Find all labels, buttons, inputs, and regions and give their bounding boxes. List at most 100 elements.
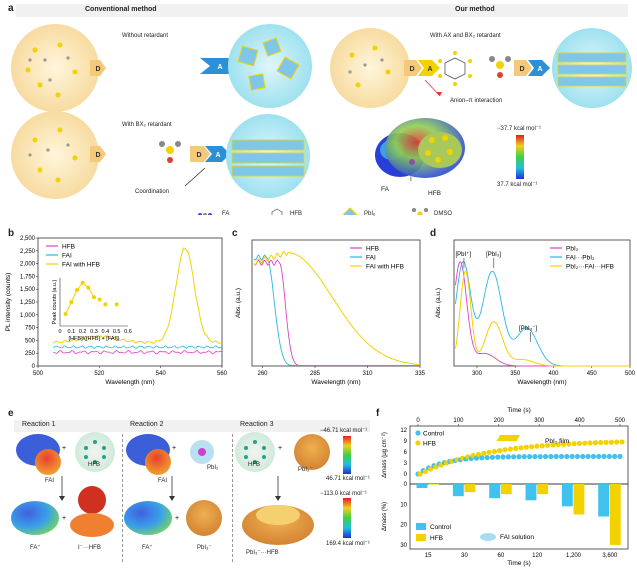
- panel-b-label: b: [8, 228, 15, 239]
- f-top-ytick: 9: [404, 439, 408, 445]
- f-hfb-point: [534, 443, 540, 449]
- b-xtick: 540: [156, 371, 167, 377]
- svg-text:+: +: [62, 445, 66, 452]
- c-series-fai-hfb: [253, 250, 421, 366]
- svg-text:D: D: [409, 66, 414, 73]
- svg-text:HFB: HFB: [428, 190, 441, 197]
- f-hfb-point: [422, 468, 428, 475]
- svg-text:+: +: [62, 515, 66, 522]
- f-bottom-ytick: 30: [400, 543, 407, 549]
- perovskite-sphere-1: [228, 24, 312, 108]
- chart-b: 0 250 500 750 1,000 1,250 1,500 1,750 2,000 2,250…: [5, 236, 228, 386]
- inset-xlabel: [HFB]/([HFB] + [FAI]): [69, 336, 120, 342]
- f-legend-control-swatch: [416, 523, 426, 530]
- b-ytick: 750: [25, 326, 36, 332]
- f-legend-control-top-label: Control: [423, 431, 445, 438]
- f-top-ytick: 6: [404, 450, 408, 456]
- divider-2: [232, 434, 233, 562]
- f-control-point: [569, 453, 575, 460]
- f-control-point: [612, 453, 618, 460]
- reaction-3-title: Reaction 3: [240, 421, 274, 428]
- fai-solution-icon: [480, 533, 496, 541]
- f-bar: [598, 484, 610, 517]
- scale2-min: 169.4 kcal mol⁻¹: [326, 541, 370, 547]
- f-legend-hfb-top-label: HFB: [423, 441, 436, 448]
- divider-1: [122, 434, 123, 562]
- d-xtick: 450: [587, 371, 598, 377]
- svg-text:D: D: [196, 152, 201, 159]
- svg-text:A: A: [427, 66, 432, 73]
- f-hfb-point: [614, 439, 620, 445]
- panel-a-label: a: [8, 3, 14, 14]
- f-control-point: [537, 453, 543, 460]
- f-control-point: [527, 454, 533, 460]
- f-bar: [525, 484, 537, 501]
- plot-frame: [453, 239, 631, 367]
- f-top-xtick: 300: [534, 418, 545, 424]
- r1-hfb-label: HFB: [88, 462, 100, 468]
- b-ytick: 250: [25, 351, 36, 357]
- inset-point: [63, 312, 68, 316]
- f-control-point: [574, 453, 581, 460]
- f-film-label: PbI₂ film: [545, 438, 569, 445]
- f-xtick: 15: [425, 553, 432, 559]
- f-bar: [609, 484, 621, 545]
- r1-fai-label: FAI: [45, 478, 55, 484]
- f-control-point: [542, 453, 549, 460]
- chart-d: 300 350 400 450 500 Wavelength (nm) Abs. (a.u.…: [435, 239, 636, 386]
- f-hfb-point: [491, 448, 498, 455]
- b-ytick: 0: [32, 364, 36, 370]
- c-series-fai: [253, 254, 420, 366]
- b-ytick: 1,250: [20, 300, 36, 306]
- f-bar: [537, 484, 549, 495]
- d-xtick: 350: [510, 371, 521, 377]
- d-annot-pbi3: [PbI₃]: [486, 252, 501, 258]
- b-ytick: 1,000: [20, 313, 36, 319]
- d-legend-label: PbI₂···FAI···HFB: [566, 264, 614, 271]
- d-legend-label: PbI₂: [566, 246, 579, 253]
- r1-fa-plus-label: FA⁺: [30, 545, 41, 551]
- inset-xtick: 0.3: [90, 329, 98, 335]
- f-hfb-point: [507, 446, 513, 452]
- f-hfb-point: [497, 447, 503, 454]
- e-colorbar-1: [343, 436, 351, 474]
- b-ylabel: PL intensity (counts): [5, 273, 12, 332]
- f-bottom-ytick: 10: [400, 502, 407, 508]
- f-hfb-point: [555, 441, 561, 448]
- precursor-sphere-3: [330, 28, 410, 108]
- r2-fa-plus-label: FA⁺: [142, 545, 153, 551]
- svg-text:A: A: [217, 64, 222, 71]
- f-hfb-point: [486, 449, 492, 455]
- f-hfb-point: [592, 440, 599, 446]
- f-bar: [464, 484, 476, 493]
- inset-xtick: 0.5: [113, 329, 121, 335]
- r2-fa-plus-esp: [124, 501, 172, 535]
- panel-e-band: [14, 420, 370, 432]
- dmso-molecule-2: [489, 56, 511, 78]
- f-bar: [452, 484, 464, 497]
- inset-point: [69, 300, 74, 304]
- r1-fa-plus-esp: [11, 501, 59, 535]
- svg-text:A: A: [215, 152, 220, 159]
- f-hfb-point: [608, 439, 614, 445]
- legend-pbi6-icon: [342, 207, 358, 215]
- f-bar: [561, 484, 573, 507]
- legend-dmso: DMSO: [434, 211, 452, 217]
- c-legend-label: FAI: [366, 255, 376, 262]
- inset-point: [114, 302, 119, 307]
- r3-pbi3-esp: [294, 434, 330, 470]
- f-xtick: 30: [461, 553, 468, 559]
- r2-pbi2-label: PbI₂: [207, 465, 219, 471]
- scale1-min: 46.71 kcal mol⁻¹: [326, 476, 370, 482]
- f-control-point: [479, 455, 485, 461]
- f-xlabel: Time (s): [507, 560, 531, 567]
- f-top-xtick: 100: [453, 418, 464, 424]
- plot-frame: [251, 239, 421, 367]
- inset-point: [75, 288, 79, 292]
- svg-text:+: +: [175, 515, 179, 522]
- svg-text:37.7 kcal mol⁻¹: 37.7 kcal mol⁻¹: [497, 182, 538, 188]
- c-xtick: 310: [362, 371, 373, 377]
- f-top-xtick: 400: [575, 418, 586, 424]
- svg-text:−37.7 kcal mol⁻¹: −37.7 kcal mol⁻¹: [497, 126, 541, 132]
- f-hfb-point: [603, 439, 609, 445]
